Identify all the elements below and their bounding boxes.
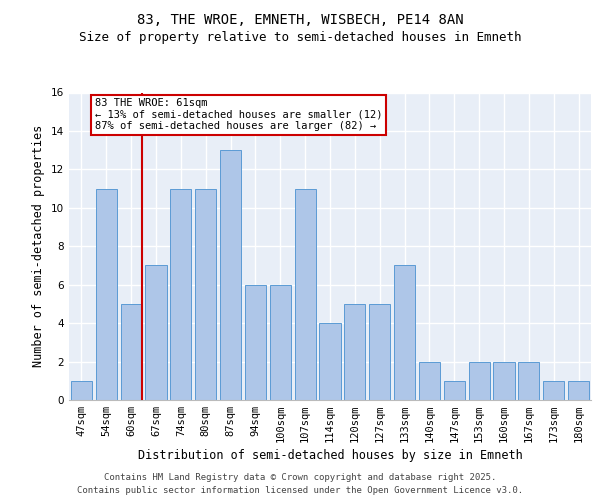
Bar xyxy=(96,188,117,400)
Bar xyxy=(245,284,266,400)
Bar xyxy=(344,304,365,400)
Bar xyxy=(419,362,440,400)
Y-axis label: Number of semi-detached properties: Number of semi-detached properties xyxy=(32,125,46,368)
Bar xyxy=(469,362,490,400)
Bar xyxy=(543,381,564,400)
Text: 83 THE WROE: 61sqm
← 13% of semi-detached houses are smaller (12)
87% of semi-de: 83 THE WROE: 61sqm ← 13% of semi-detache… xyxy=(95,98,383,132)
Bar xyxy=(394,266,415,400)
Bar xyxy=(319,323,341,400)
X-axis label: Distribution of semi-detached houses by size in Emneth: Distribution of semi-detached houses by … xyxy=(137,450,523,462)
Text: Contains HM Land Registry data © Crown copyright and database right 2025.
Contai: Contains HM Land Registry data © Crown c… xyxy=(77,473,523,495)
Bar xyxy=(71,381,92,400)
Bar xyxy=(270,284,291,400)
Text: 83, THE WROE, EMNETH, WISBECH, PE14 8AN: 83, THE WROE, EMNETH, WISBECH, PE14 8AN xyxy=(137,12,463,26)
Bar xyxy=(518,362,539,400)
Bar xyxy=(568,381,589,400)
Bar xyxy=(170,188,191,400)
Bar xyxy=(220,150,241,400)
Text: Size of property relative to semi-detached houses in Emneth: Size of property relative to semi-detach… xyxy=(79,31,521,44)
Bar xyxy=(493,362,515,400)
Bar xyxy=(121,304,142,400)
Bar xyxy=(295,188,316,400)
Bar xyxy=(145,266,167,400)
Bar xyxy=(369,304,390,400)
Bar xyxy=(444,381,465,400)
Bar xyxy=(195,188,216,400)
